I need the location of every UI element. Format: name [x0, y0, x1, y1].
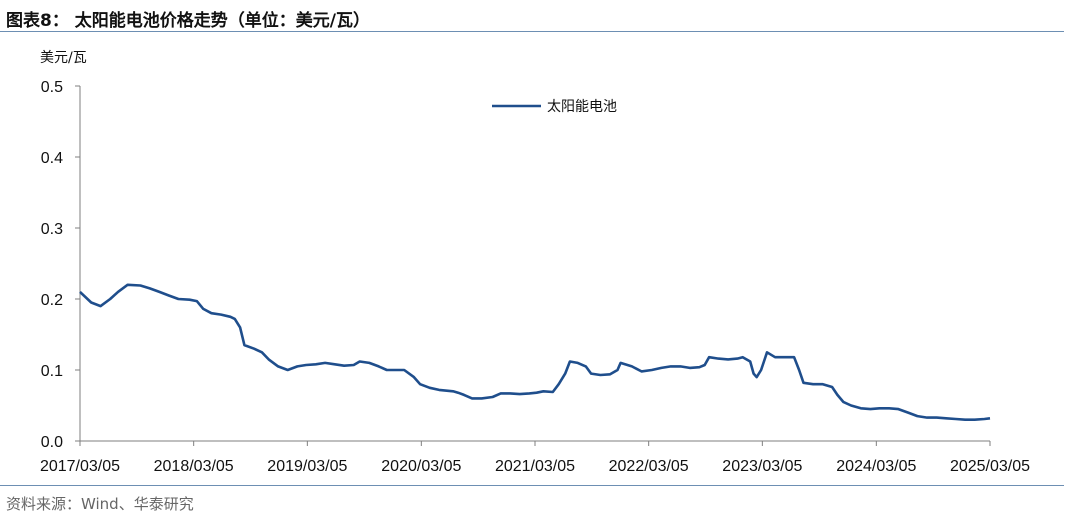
x-tick-label: 2025/03/05 [950, 458, 1030, 475]
x-tick-label: 2022/03/05 [609, 458, 689, 475]
x-tick-label: 2021/03/05 [495, 458, 575, 475]
x-tick-label: 2020/03/05 [381, 458, 461, 475]
x-tick-label: 2019/03/05 [267, 458, 347, 475]
bottom-divider [0, 485, 1064, 486]
x-tick-label: 2024/03/05 [836, 458, 916, 475]
legend: 太阳能电池 [492, 99, 617, 115]
y-tick-label: 0.5 [41, 79, 63, 96]
x-tick-label: 2023/03/05 [722, 458, 802, 475]
top-divider [0, 31, 1064, 32]
y-tick-label: 0.2 [41, 292, 63, 309]
y-tick-label: 0.4 [41, 150, 63, 167]
y-tick-label: 0.0 [41, 434, 63, 451]
y-axis-unit-label: 美元/瓦 [40, 50, 87, 66]
source-note: 资料来源：Wind、华泰研究 [6, 495, 194, 513]
legend-label: 太阳能电池 [547, 99, 617, 115]
series-line-solar-cell [79, 283, 991, 421]
x-tick-label: 2017/03/05 [40, 458, 120, 475]
y-tick-label: 0.3 [41, 221, 63, 238]
x-tick-label: 2018/03/05 [154, 458, 234, 475]
y-tick-label: 0.1 [41, 363, 63, 380]
y-ticks: 0.0 0.1 0.2 0.3 0.4 0.5 [41, 79, 80, 451]
chart-title: 图表8： 太阳能电池价格走势（单位：美元/瓦） [6, 11, 370, 31]
x-ticks: 2017/03/05 2018/03/05 2019/03/05 2020/03/05… [40, 441, 1030, 475]
